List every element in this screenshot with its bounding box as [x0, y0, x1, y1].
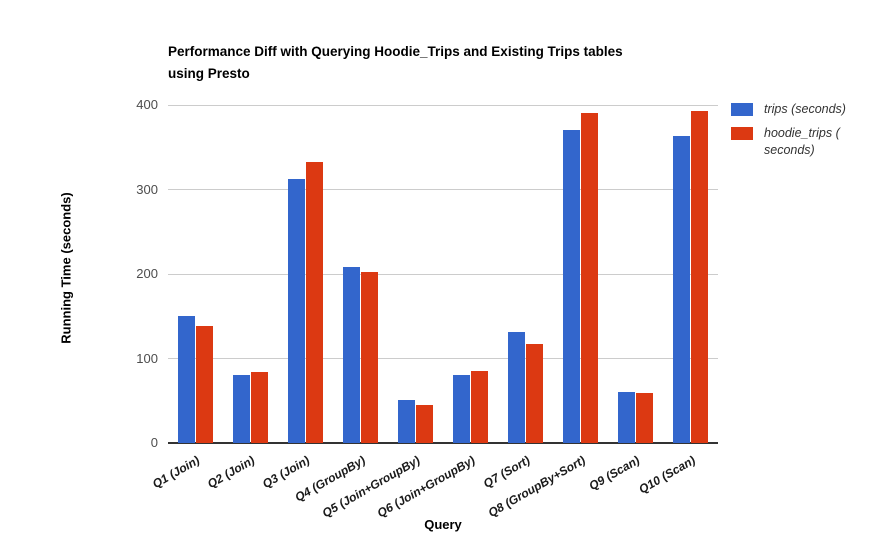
legend-item-hoodie-trips: hoodie_trips ( seconds) — [731, 125, 846, 159]
bar-hoodie-trips-q3-join — [306, 162, 323, 443]
legend-item-trips: trips (seconds) — [731, 101, 846, 118]
y-axis-title: Running Time (seconds) — [58, 192, 74, 344]
x-axis-line — [168, 442, 718, 444]
plot-area: 0 100 200 300 400 Q1 (Join) Q2 (Join) Q3 (Join)… — [136, 97, 718, 520]
legend-swatch-icon — [731, 103, 753, 116]
bar-hoodie-trips-q10-scan — [691, 110, 708, 443]
y-tick-label-200: 200 — [136, 266, 158, 281]
bar-hoodie-trips-q4-groupby — [361, 272, 378, 443]
x-tick-label-q5-join-groupby: Q5 (Join+GroupBy) — [319, 453, 423, 521]
x-tick-label-q8-groupby-sort: Q8 (GroupBy+Sort) — [485, 453, 588, 520]
x-tick-label-q2-join: Q2 (Join) — [205, 453, 258, 492]
legend-label: trips (seconds) — [764, 102, 846, 116]
bar-trips-q2-join — [233, 375, 250, 443]
y-tick-label-0: 0 — [150, 435, 158, 450]
legend-swatch-icon — [731, 127, 753, 140]
bar-trips-q7-sort — [508, 332, 525, 443]
bar-trips-q4-groupby — [343, 267, 360, 443]
bar-hoodie-trips-q6-join-groupby — [471, 371, 488, 443]
gridline-y-200 — [168, 273, 718, 275]
bar-hoodie-trips-q5-join-groupby — [416, 404, 433, 443]
bar-hoodie-trips-q1-join — [196, 326, 213, 443]
y-tick-label-300: 300 — [136, 181, 158, 197]
bar-trips-q10-scan — [673, 136, 690, 443]
gridline-y-100 — [168, 358, 718, 359]
x-axis-title: Query — [424, 517, 462, 532]
gridline-y-300 — [168, 189, 718, 190]
y-tick-label-400: 400 — [136, 97, 158, 112]
bar-trips-q9-scan — [618, 392, 635, 443]
legend: trips (seconds) hoodie_trips ( seconds) — [731, 101, 846, 166]
bar-hoodie-trips-q9-scan — [636, 393, 653, 443]
x-tick-label-q10-scan: Q10 (Scan) — [636, 453, 698, 497]
bar-trips-q6-join-groupby — [453, 374, 470, 443]
x-tick-label-q1-join: Q1 (Join) — [150, 453, 203, 492]
bar-trips-q3-join — [288, 178, 305, 443]
chart-title: Performance Diff with Querying Hoodie_Tr… — [168, 44, 623, 81]
bar-trips-q5-join-groupby — [398, 399, 415, 443]
bar-hoodie-trips-q8-groupby-sort — [581, 113, 598, 443]
gridline-y-400 — [168, 104, 718, 106]
bar-trips-q8-groupby-sort — [563, 129, 580, 443]
bar-hoodie-trips-q7-sort — [526, 344, 543, 443]
bar-hoodie-trips-q2-join — [251, 372, 268, 443]
legend-label: hoodie_trips ( seconds) — [764, 126, 840, 157]
bar-trips-q1-join — [178, 316, 195, 443]
y-tick-label-100: 100 — [136, 350, 158, 366]
x-tick-label-q9-scan: Q9 (Scan) — [586, 453, 643, 494]
x-tick-label-q6-join-groupby: Q6 (Join+GroupBy) — [374, 453, 478, 521]
